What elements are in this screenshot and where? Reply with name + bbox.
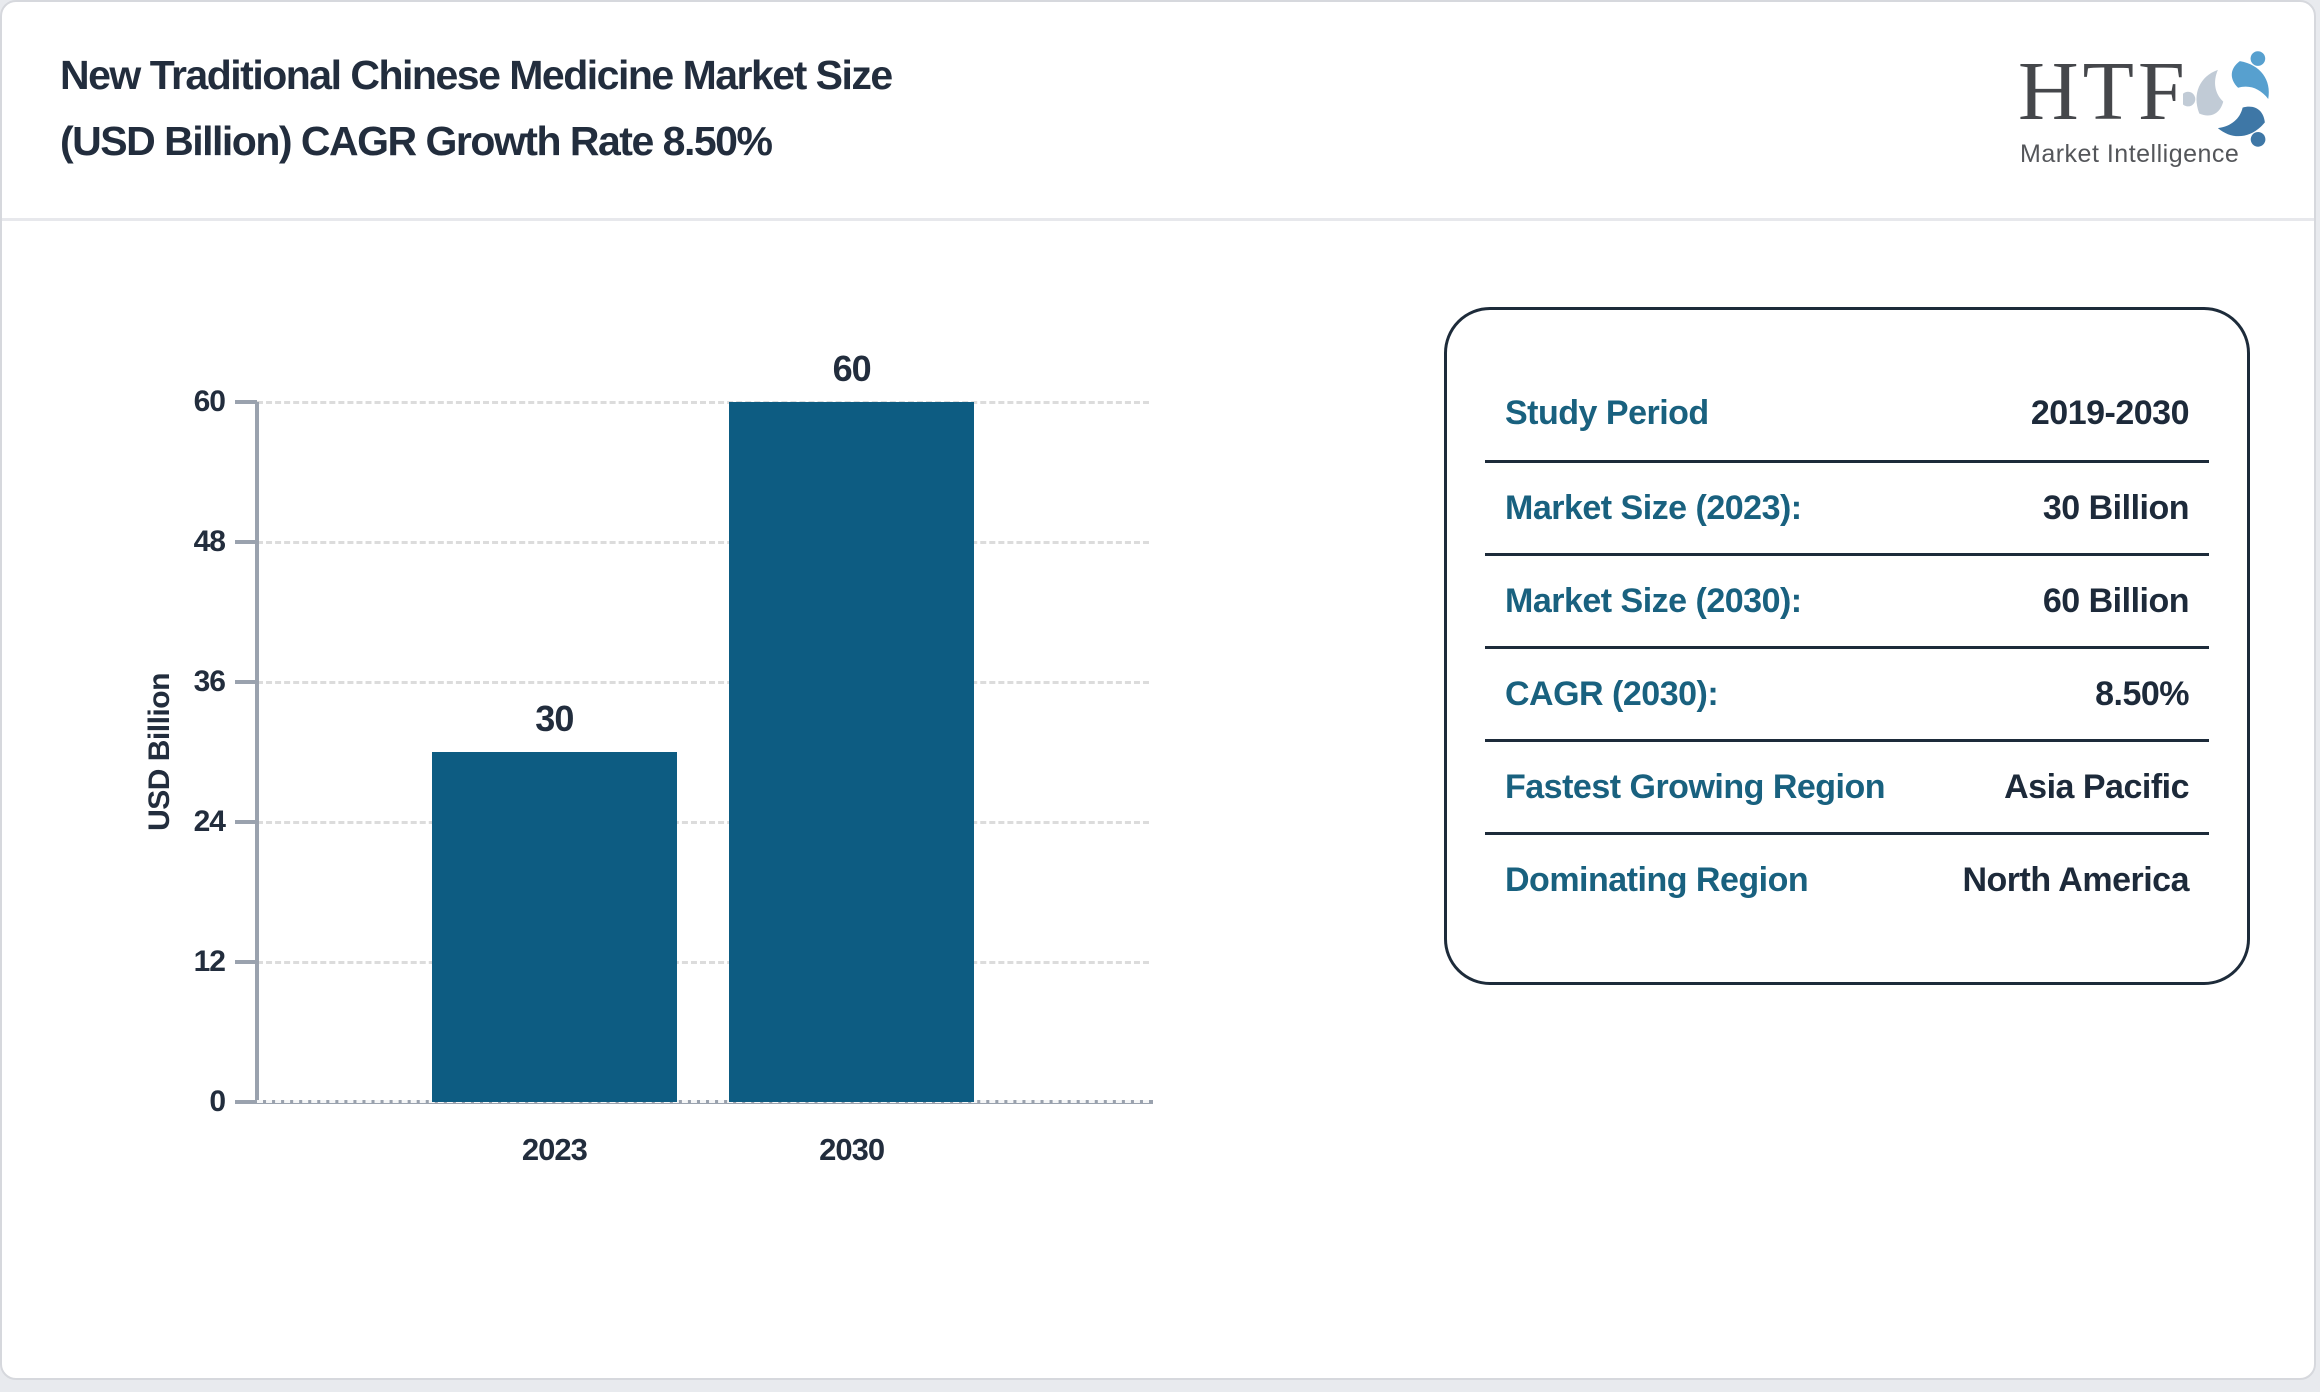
y-tick-mark (235, 960, 257, 964)
info-row-study-period: Study Period 2019-2030 (1485, 367, 2209, 460)
y-tick-mark (235, 400, 257, 404)
zero-gridline (257, 1099, 1149, 1103)
info-card: Study Period 2019-2030 Market Size (2023… (1444, 307, 2250, 985)
info-row-fastest-growing-region: Fastest Growing Region Asia Pacific (1485, 739, 2209, 832)
htf-logo-text: HTF (2018, 45, 2189, 138)
bar-value-label: 30 (535, 698, 574, 739)
y-gridline (257, 960, 1149, 964)
y-tick-label: 36 (193, 665, 226, 698)
info-value: 2019-2030 (2030, 394, 2190, 432)
y-tick-mark (235, 1100, 257, 1104)
y-tick-label: 48 (193, 525, 226, 558)
info-row-market-size-2030: Market Size (2030): 60 Billion (1485, 553, 2209, 646)
bar-2023 (431, 752, 677, 1102)
info-label: Market Size (2023): (1505, 488, 1802, 527)
info-label: Fastest Growing Region (1505, 767, 1886, 806)
page-title-line-1: New Traditional Chinese Medicine Market … (60, 52, 893, 98)
htf-logo: HTF Market Intelligence (2018, 36, 2286, 176)
bar-value-label: 60 (832, 348, 872, 389)
y-tick-mark (235, 820, 257, 824)
y-tick-mark (235, 680, 257, 684)
page-title-line-2: (USD Billion) CAGR Growth Rate 8.50% (60, 118, 773, 164)
info-row-market-size-2023: Market Size (2023): 30 Billion (1485, 460, 2209, 553)
info-value: Asia Pacific (2004, 767, 2189, 806)
info-value: 30 Billion (2042, 488, 2190, 527)
bar-2030 (729, 402, 975, 1102)
y-gridline (257, 680, 1149, 684)
info-label: CAGR (2030): (1505, 674, 1719, 713)
htf-logo-subtitle: Market Intelligence (2020, 140, 2240, 168)
y-gridline (257, 540, 1149, 544)
info-row-dominating-region: Dominating Region North America (1485, 832, 2209, 925)
y-tick-label: 24 (193, 805, 226, 838)
info-value: North America (1962, 860, 2189, 899)
y-gridline (257, 400, 1149, 404)
y-gridline (257, 820, 1149, 824)
htf-logo-row: HTF (2018, 36, 2286, 162)
info-value: 8.50% (2095, 674, 2189, 713)
y-tick-label: 0 (209, 1085, 226, 1118)
y-axis-line (255, 402, 259, 1102)
info-label: Study Period (1505, 394, 1709, 432)
info-row-cagr: CAGR (2030): 8.50% (1485, 646, 2209, 739)
y-tick-label: 60 (193, 385, 226, 418)
y-tick-label: 12 (193, 945, 226, 978)
x-tick-label: 2030 (819, 1132, 885, 1167)
y-tick-mark (235, 540, 257, 544)
info-label: Dominating Region (1505, 860, 1809, 899)
page-title: New Traditional Chinese Medicine Market … (60, 42, 893, 174)
x-tick-label: 2023 (521, 1132, 588, 1167)
info-label: Market Size (2030): (1505, 581, 1802, 620)
report-header: New Traditional Chinese Medicine Market … (2, 2, 2314, 221)
info-value: 60 Billion (2042, 581, 2190, 620)
